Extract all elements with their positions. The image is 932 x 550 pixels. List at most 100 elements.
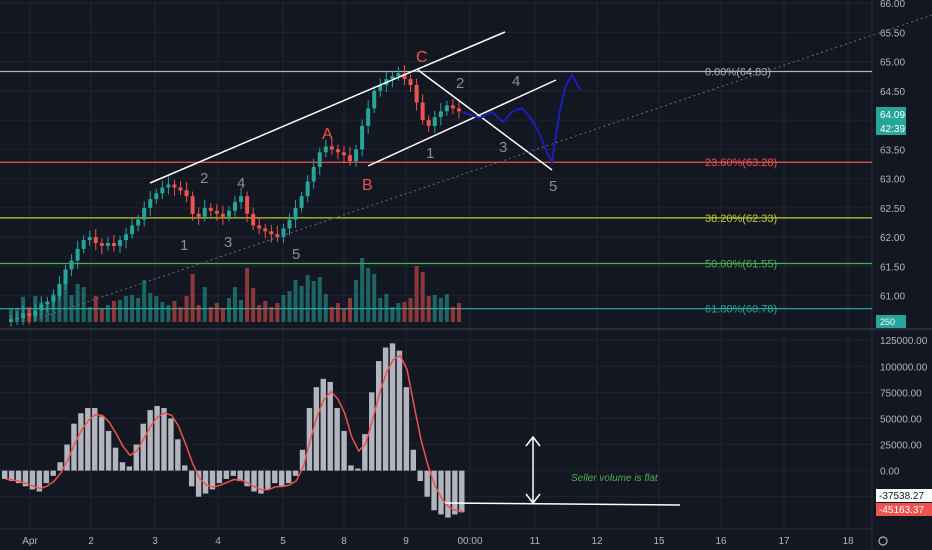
time-tick-label: 9	[403, 536, 409, 547]
candle-body	[226, 210, 231, 217]
osc-bar	[98, 416, 105, 471]
volume-bar	[160, 302, 165, 322]
osc-bar	[362, 434, 368, 471]
volume-bar	[329, 307, 334, 322]
volume-bar	[408, 298, 413, 322]
osc-bar	[334, 408, 340, 471]
volume-bar	[275, 303, 280, 322]
candle-body	[190, 196, 195, 214]
osc-bar	[216, 470, 223, 484]
volume-badge	[876, 315, 906, 328]
candle-body	[305, 181, 310, 197]
volume-bar	[233, 287, 237, 322]
osc-bar	[182, 465, 188, 471]
osc-value-label-1: -37538.27	[879, 491, 924, 502]
candle-body	[202, 207, 207, 217]
wave-label-b: B	[362, 177, 373, 194]
wave-label-c: C	[416, 49, 428, 66]
candle-body	[87, 237, 92, 241]
volume-bar	[208, 307, 213, 322]
volume-bar	[378, 298, 383, 322]
time-tick-label: 3	[152, 536, 158, 547]
volume-bar	[341, 309, 346, 322]
channel-lower-line	[367, 79, 557, 167]
volume-bar	[456, 303, 461, 322]
osc-bar	[299, 449, 306, 471]
osc-bar	[341, 430, 347, 471]
price-tick-label: 63.50	[880, 145, 905, 156]
candle-body	[420, 102, 425, 121]
candle-body	[184, 190, 189, 197]
price-tick-label: 65.50	[880, 28, 905, 39]
volume-bar	[166, 305, 171, 322]
time-tick-label: 00:00	[457, 536, 482, 547]
volume-bar	[57, 286, 62, 322]
volume-bar	[105, 305, 110, 322]
osc-bar	[251, 470, 257, 492]
volume-bar	[148, 293, 153, 322]
fib-level-label: 61.80%(60.78)	[705, 304, 777, 316]
settings-icon[interactable]	[878, 536, 888, 546]
osc-bar	[417, 470, 423, 482]
volume-bar	[184, 296, 189, 322]
candle-body	[57, 284, 62, 296]
candle-body	[293, 207, 298, 220]
candle-body	[239, 196, 244, 203]
countdown-label: 42:39	[880, 124, 905, 135]
volume-bar	[354, 280, 359, 322]
osc-bar	[188, 470, 195, 487]
price-tick-label: 62.50	[880, 204, 905, 215]
osc-bar	[445, 470, 451, 518]
volume-bar	[263, 301, 268, 322]
abc-labels: A B C	[322, 49, 428, 194]
volume-bar	[220, 309, 225, 322]
candle-body	[372, 90, 377, 109]
volume-bar	[81, 287, 86, 322]
time-tick-label: 2	[88, 536, 94, 547]
last-price-label: 64.09	[880, 110, 905, 121]
volume-bar	[426, 296, 431, 322]
candle-body	[9, 319, 14, 323]
candle-body	[39, 304, 44, 311]
price-tick-label: 66.00	[880, 0, 905, 10]
osc-bar	[78, 413, 84, 471]
volume-bar	[396, 303, 401, 322]
osc-tick-label: 100000.00	[880, 362, 928, 373]
osc-bar	[265, 470, 271, 490]
wave-label: 1	[426, 145, 434, 162]
volume-bar	[239, 300, 244, 322]
volume-bar	[299, 286, 304, 322]
time-tick-label: Apr	[22, 536, 38, 547]
osc-value-label-2: -45163.37	[879, 505, 924, 516]
candle-body	[360, 125, 365, 150]
price-tick-label: 65.00	[880, 58, 905, 69]
osc-bar	[389, 343, 396, 471]
candle-body	[148, 199, 153, 208]
time-tick-label: 15	[653, 536, 665, 547]
osc-bar	[396, 350, 403, 471]
osc-bar	[244, 470, 250, 487]
volume-bar	[450, 307, 455, 322]
osc-bar	[29, 470, 36, 490]
time-tick-label: 11	[530, 536, 541, 547]
volume-bar	[287, 291, 292, 322]
osc-bar	[438, 470, 444, 515]
osc-bar	[258, 470, 264, 494]
candle-body	[15, 317, 20, 320]
candle-body	[172, 184, 177, 188]
channel-top-line	[149, 31, 506, 184]
volume-bar	[99, 309, 104, 322]
volume-bar	[432, 295, 437, 322]
candle-body	[117, 240, 122, 246]
osc-bar	[154, 405, 160, 471]
osc-bar	[237, 470, 243, 482]
volume-bar	[360, 258, 365, 322]
osc-bar	[202, 470, 209, 494]
osc-bar	[313, 387, 320, 471]
time-tick-label: 16	[715, 536, 727, 547]
osc-bar	[230, 470, 236, 476]
candle-body	[160, 187, 165, 194]
fibonacci-levels: 0.00%(64.83) 23.60%(63.28) 38.20%(62.33) 50…	[0, 66, 872, 316]
osc-bar	[2, 470, 8, 479]
osc-bar	[306, 408, 313, 471]
